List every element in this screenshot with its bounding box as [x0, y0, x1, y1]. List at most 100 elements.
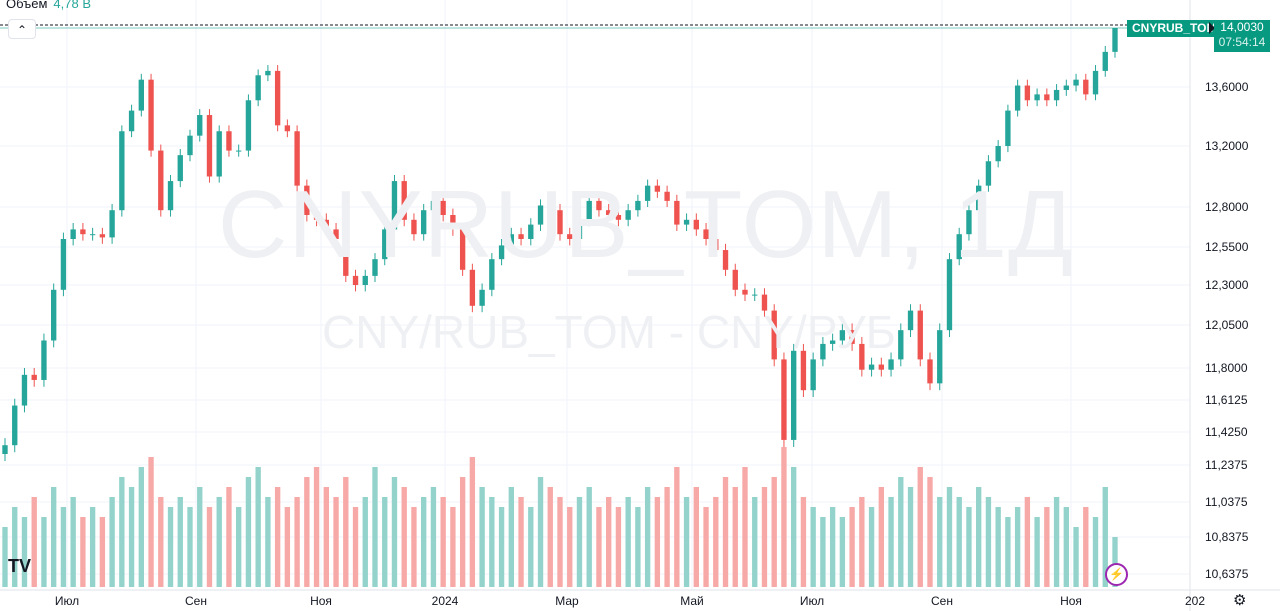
candle-body: [1102, 51, 1108, 71]
price-axis-label: 12,8000: [1205, 200, 1249, 214]
volume-bar: [596, 507, 602, 587]
volume-bar: [1112, 537, 1118, 587]
volume-bar: [800, 497, 807, 587]
candle-body: [430, 200, 437, 211]
candle-body: [333, 229, 339, 239]
volume-bar: [654, 497, 661, 587]
candle-body: [995, 146, 1001, 162]
candle-body: [586, 200, 592, 220]
volume-bar: [781, 447, 787, 587]
volume-bar: [479, 487, 485, 587]
candle-body: [352, 275, 359, 285]
volume-bar: [937, 497, 943, 587]
candle-body: [323, 219, 329, 230]
volume-bar: [391, 477, 398, 587]
time-axis-label: Ноя: [310, 594, 332, 608]
candle-body: [21, 374, 28, 406]
price-axis-label: 13,2000: [1205, 139, 1249, 153]
candle-body: [70, 229, 76, 239]
volume-bar: [703, 507, 709, 587]
candle-body: [1083, 79, 1089, 95]
candle-body: [80, 229, 86, 235]
candle-body: [489, 259, 495, 290]
candle-body: [236, 150, 242, 152]
candle-body: [284, 125, 291, 132]
price-axis-label: 10,8375: [1205, 530, 1249, 544]
candle-body: [567, 234, 573, 239]
candle-body: [820, 343, 826, 360]
time-axis-label: Май: [680, 594, 704, 608]
candle-body: [99, 234, 106, 238]
volume-bar: [226, 487, 232, 587]
candle-body: [226, 131, 232, 151]
tradingview-logo[interactable]: TV: [8, 556, 32, 576]
volume-bar: [674, 467, 680, 587]
volume-bar: [985, 497, 992, 587]
volume-bar: [89, 507, 96, 587]
price-axis-label: 11,4250: [1205, 425, 1248, 439]
volume-bar: [732, 487, 738, 587]
volume-bar: [21, 517, 28, 587]
candle-body: [1044, 94, 1050, 101]
watermark-description: CNY/RUB_TOM - CNY/РУБ: [322, 306, 896, 358]
volume-bar: [1102, 487, 1108, 587]
candle-body: [450, 215, 456, 230]
volume-bar: [508, 487, 514, 587]
volume-bar: [1024, 497, 1031, 587]
candle-body: [1092, 70, 1099, 95]
volume-bar: [372, 467, 378, 587]
volume-bar: [469, 457, 476, 587]
volume-bar: [352, 507, 359, 587]
volume-bar: [362, 497, 368, 587]
volume-bar: [440, 497, 446, 587]
candle-body: [683, 219, 690, 225]
candle-body: [537, 205, 544, 225]
price-pointer-icon: [1209, 22, 1215, 34]
volume-bar: [459, 477, 466, 587]
collapse-legend-button[interactable]: ⌃: [8, 19, 36, 39]
price-axis-label: 12,0500: [1205, 318, 1249, 332]
candle-body: [976, 185, 982, 211]
candle-body: [401, 181, 407, 220]
candle-body: [313, 215, 320, 220]
time-axis-label: Сен: [185, 594, 207, 608]
volume-bar: [382, 497, 388, 587]
price-axis-label: 13,6000: [1205, 80, 1249, 94]
candle-body: [12, 405, 18, 446]
volume-bar: [752, 497, 758, 587]
volume-bar: [606, 497, 612, 587]
gear-icon[interactable]: ⚙: [1233, 592, 1247, 609]
volume-bar: [966, 507, 972, 587]
volume-bar: [80, 517, 86, 587]
volume-bar: [128, 487, 135, 587]
volume-value: 4,78 B: [53, 0, 92, 11]
volume-bar: [907, 487, 914, 587]
candle-body: [713, 239, 719, 251]
candle-body: [245, 100, 252, 151]
volume-bar: [158, 497, 164, 587]
volume-bar: [946, 487, 953, 587]
volume-bar: [313, 467, 320, 587]
volume-bar: [1005, 517, 1011, 587]
volume-bar: [31, 497, 37, 587]
volume-legend: Объем 4,78 B: [6, 0, 91, 11]
candle-body: [693, 219, 699, 230]
volume-bar: [976, 487, 982, 587]
lightning-icon[interactable]: ⚡: [1105, 563, 1128, 586]
candle-body: [732, 269, 738, 290]
volume-bar: [167, 507, 174, 587]
candle-body: [635, 200, 641, 211]
candle-body: [167, 181, 174, 211]
volume-bar: [868, 507, 875, 587]
candle-body: [927, 359, 933, 384]
volume-bar: [567, 507, 573, 587]
volume-bar: [829, 507, 836, 587]
price-axis-label: 12,5500: [1205, 240, 1249, 254]
time-axis-label: Ноя: [1060, 594, 1082, 608]
time-axis-label: Сен: [931, 594, 953, 608]
volume-bar: [849, 507, 855, 587]
volume-bar: [109, 497, 115, 587]
volume-bar: [430, 487, 437, 587]
candle-body: [119, 131, 125, 211]
